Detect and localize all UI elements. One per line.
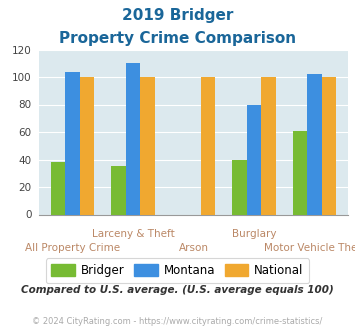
Bar	[201, 77, 215, 214]
Bar	[50, 162, 65, 214]
Text: 2019 Bridger: 2019 Bridger	[122, 8, 233, 23]
Bar	[126, 63, 140, 214]
Text: All Property Crime: All Property Crime	[25, 243, 120, 252]
Text: © 2024 CityRating.com - https://www.cityrating.com/crime-statistics/: © 2024 CityRating.com - https://www.city…	[32, 317, 323, 326]
Legend: Bridger, Montana, National: Bridger, Montana, National	[45, 258, 310, 283]
Text: Property Crime Comparison: Property Crime Comparison	[59, 31, 296, 46]
Bar	[111, 166, 126, 214]
Bar	[80, 77, 94, 214]
Bar	[65, 72, 80, 214]
Text: Compared to U.S. average. (U.S. average equals 100): Compared to U.S. average. (U.S. average …	[21, 285, 334, 295]
Bar	[140, 77, 155, 214]
Bar	[322, 77, 337, 214]
Bar	[261, 77, 276, 214]
Bar	[232, 159, 247, 214]
Text: Motor Vehicle Theft: Motor Vehicle Theft	[264, 243, 355, 252]
Bar	[307, 74, 322, 215]
Bar	[293, 131, 307, 214]
Text: Arson: Arson	[179, 243, 208, 252]
Text: Burglary: Burglary	[232, 229, 276, 239]
Text: Larceny & Theft: Larceny & Theft	[92, 229, 174, 239]
Bar	[247, 105, 261, 214]
